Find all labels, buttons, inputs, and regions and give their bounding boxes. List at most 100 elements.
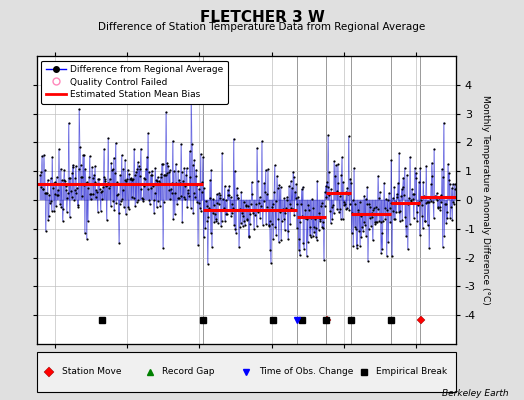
Point <box>302 253 311 259</box>
Point <box>261 189 269 195</box>
Point <box>41 190 49 196</box>
Point <box>141 166 150 172</box>
Point <box>222 211 231 217</box>
Point <box>202 203 211 210</box>
Point <box>386 205 394 211</box>
Point <box>281 210 290 216</box>
Point <box>49 185 57 192</box>
Point <box>443 208 451 215</box>
Point <box>400 192 408 198</box>
Point <box>251 212 259 219</box>
Point <box>180 165 189 172</box>
Point <box>207 167 215 173</box>
Point <box>237 220 245 226</box>
Point <box>371 220 379 227</box>
Point <box>241 218 249 224</box>
Point <box>427 198 435 205</box>
Point <box>269 200 277 207</box>
Point <box>77 162 85 168</box>
Point <box>196 150 205 157</box>
Point <box>378 246 387 253</box>
Point <box>188 141 196 148</box>
Point <box>206 177 214 184</box>
Point <box>358 224 366 230</box>
Point <box>410 214 418 221</box>
Point <box>407 198 416 204</box>
Point <box>319 219 328 226</box>
Point <box>249 207 258 214</box>
Point <box>66 175 74 181</box>
Point <box>82 179 90 186</box>
Point <box>399 174 408 181</box>
Point <box>293 201 302 208</box>
Point <box>103 182 111 188</box>
Point <box>411 164 419 171</box>
Point <box>88 164 96 170</box>
Point <box>140 174 149 181</box>
Point <box>223 211 231 217</box>
Point <box>414 202 422 208</box>
Point <box>218 150 226 156</box>
Point <box>374 172 383 179</box>
Point <box>231 226 239 232</box>
Point <box>159 245 167 251</box>
Point <box>133 199 141 206</box>
Point <box>363 184 372 191</box>
Point <box>105 175 114 182</box>
Point <box>95 181 104 187</box>
Point <box>345 206 354 213</box>
Point <box>182 172 190 178</box>
Point <box>254 178 262 184</box>
Point <box>438 166 446 172</box>
Point <box>315 210 323 216</box>
Point <box>152 204 161 211</box>
Point <box>355 228 363 234</box>
Point <box>227 201 236 207</box>
Point <box>57 166 65 172</box>
Point <box>199 234 208 240</box>
Point <box>190 190 198 196</box>
Point <box>90 179 99 186</box>
Point <box>418 213 427 219</box>
Point <box>274 216 282 222</box>
Point <box>171 190 179 196</box>
Point <box>277 237 286 243</box>
Point <box>435 204 444 210</box>
Point <box>125 171 134 178</box>
Point <box>289 168 298 175</box>
Point <box>307 234 315 240</box>
Point <box>58 177 66 184</box>
Point <box>449 198 457 205</box>
Point <box>71 175 80 181</box>
Point <box>38 185 47 192</box>
Point <box>352 245 361 251</box>
Point <box>181 183 190 190</box>
Point <box>338 154 346 160</box>
Point <box>60 177 68 184</box>
Point <box>339 216 347 222</box>
Point <box>230 136 238 142</box>
Point <box>432 190 441 197</box>
Point <box>226 206 234 213</box>
Point <box>40 166 49 173</box>
Point <box>136 166 145 172</box>
Point <box>167 185 175 192</box>
Point <box>86 196 95 202</box>
Point <box>445 170 453 176</box>
Point <box>130 172 139 178</box>
Point <box>282 197 291 204</box>
Point <box>226 194 235 200</box>
Point <box>129 176 137 182</box>
Point <box>305 207 313 214</box>
Point <box>176 180 184 186</box>
Point <box>106 182 114 188</box>
Point <box>389 208 397 215</box>
Point <box>379 218 387 224</box>
Point <box>236 206 245 212</box>
Point <box>203 260 212 267</box>
Point <box>150 189 159 196</box>
Point <box>257 203 265 209</box>
Point <box>428 173 436 179</box>
Point <box>298 186 306 192</box>
Point <box>129 194 138 201</box>
